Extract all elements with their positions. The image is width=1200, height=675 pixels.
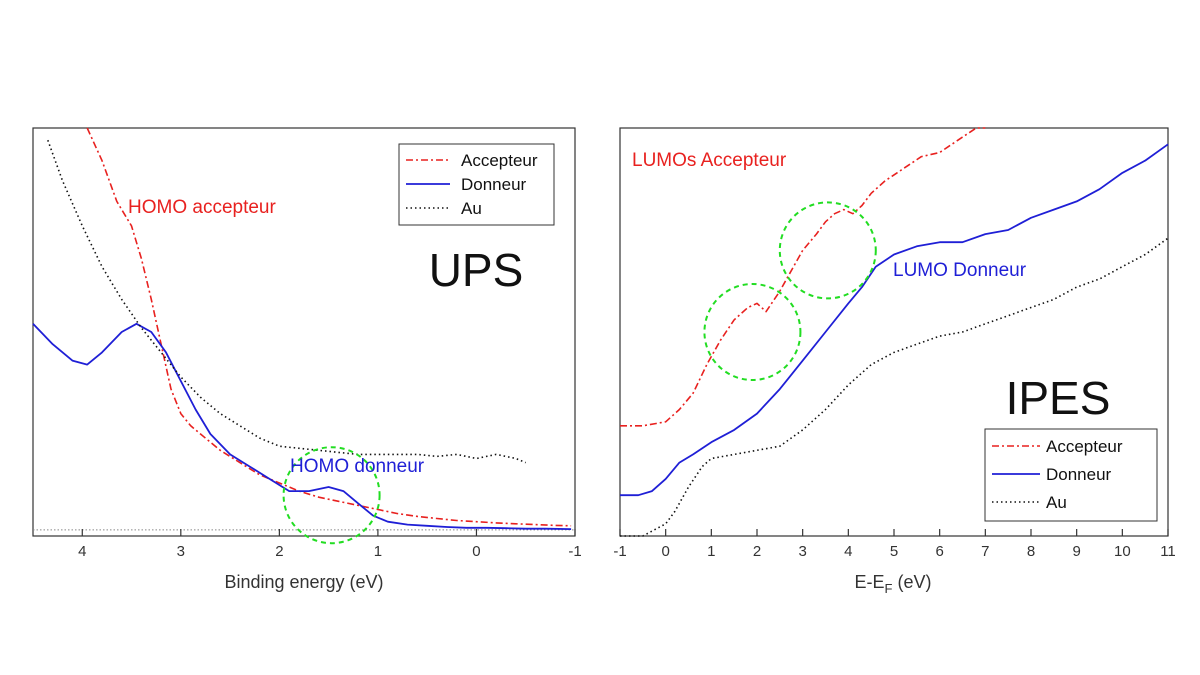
ipes-x-tick-label: 8 xyxy=(1027,543,1035,560)
ups-legend-donneur: Donneur xyxy=(461,175,527,194)
ups-x-ticks: 4 3 2 1 0 -1 xyxy=(78,529,582,560)
ups-highlight-circle xyxy=(282,446,381,545)
ipes-x-axis-unit: (eV) xyxy=(892,572,931,592)
ipes-highlight-circle xyxy=(703,283,802,381)
ups-x-axis-title: Binding energy (eV) xyxy=(224,572,383,592)
ipes-x-tick-label: 3 xyxy=(798,543,806,560)
ipes-legend-accepteur: Accepteur xyxy=(1046,437,1123,456)
lumo-donneur-label: LUMO Donneur xyxy=(893,260,1027,281)
ipes-series-accepteur xyxy=(620,127,986,427)
ipes-legend-box xyxy=(984,428,1158,522)
ipes-x-tick-label: 0 xyxy=(661,543,669,560)
lumos-accepteur-label: LUMOs Accepteur xyxy=(632,150,787,171)
ups-x-tick-label: 3 xyxy=(177,543,185,560)
ipes-big-label: IPES xyxy=(1006,372,1111,424)
ipes-x-tick-label: -1 xyxy=(613,543,626,560)
ipes-x-tick-label: 11 xyxy=(1160,543,1176,560)
homo-accepteur-label: HOMO accepteur xyxy=(128,197,276,218)
ups-panel: 4 3 2 1 0 -1 UPS HOMO accepteur HOMO donneur … xyxy=(32,127,582,592)
ups-series-au xyxy=(47,139,527,464)
ipes-legend-donneur: Donneur xyxy=(1046,465,1112,484)
ups-x-tick-label: 1 xyxy=(374,543,382,560)
ups-series xyxy=(32,127,572,530)
ipes-highlight-circle xyxy=(778,201,877,300)
ipes-x-tick-label: 7 xyxy=(981,543,989,560)
ups-highlight-circles xyxy=(282,446,381,545)
ipes-x-tick-label: 10 xyxy=(1114,543,1131,560)
ipes-x-ticks: -1 0 1 2 3 4 5 6 7 8 9 10 11 xyxy=(613,529,1176,560)
ipes-x-tick-label: 9 xyxy=(1072,543,1080,560)
ipes-x-axis-main: E-E xyxy=(855,572,885,592)
ups-series-accepteur xyxy=(86,127,572,527)
ipes-x-tick-label: 1 xyxy=(707,543,715,560)
ups-x-tick-label: 0 xyxy=(472,543,480,560)
ipes-highlight-circles xyxy=(703,201,877,381)
ipes-x-tick-label: 2 xyxy=(753,543,761,560)
ipes-x-tick-label: 6 xyxy=(935,543,943,560)
ups-x-tick-label: 2 xyxy=(275,543,283,560)
ipes-x-tick-label: 5 xyxy=(890,543,898,560)
homo-donneur-label: HOMO donneur xyxy=(290,456,425,477)
ups-x-tick-label: -1 xyxy=(568,543,581,560)
ups-series-donneur xyxy=(32,322,572,530)
ups-legend-accepteur: Accepteur xyxy=(461,151,538,170)
ups-x-tick-label: 4 xyxy=(78,543,86,560)
ups-big-label: UPS xyxy=(429,244,524,296)
ups-legend: Accepteur Donneur Au xyxy=(398,143,555,226)
ups-legend-au: Au xyxy=(461,199,482,218)
ipes-x-tick-label: 4 xyxy=(844,543,852,560)
ipes-series-au xyxy=(620,237,1169,537)
ups-plot-frame xyxy=(32,127,576,537)
ipes-x-axis-subscript: F xyxy=(885,581,893,596)
ipes-panel: -1 0 1 2 3 4 5 6 7 8 9 10 11 IPES LUMOs Accepteur LU… xyxy=(613,127,1176,596)
ipes-legend-au: Au xyxy=(1046,493,1067,512)
ipes-legend: Accepteur Donneur Au xyxy=(984,428,1158,522)
ipes-x-axis-title: E-EF (eV) xyxy=(855,572,932,596)
